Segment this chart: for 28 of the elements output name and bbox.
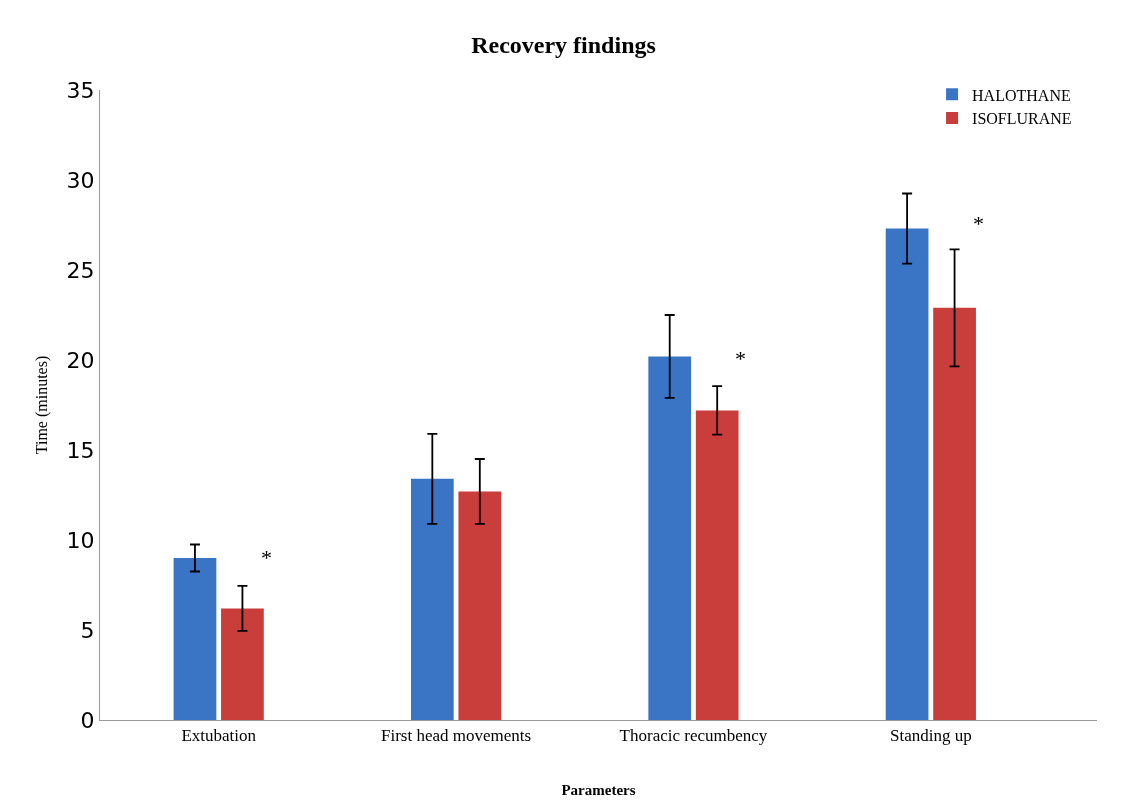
y-tick-label: 0 <box>80 707 95 733</box>
y-tick-label: 10 <box>66 527 95 553</box>
y-tick-label: 20 <box>66 347 95 373</box>
x-tick-label: Extubation <box>181 726 257 746</box>
legend-label: ISOFLURANE <box>972 110 1072 128</box>
x-axis-title: Parameters <box>561 782 636 799</box>
bar <box>695 410 739 720</box>
bar <box>173 558 217 720</box>
y-axis-title: Time (minutes) <box>33 355 52 455</box>
bar <box>458 491 502 720</box>
y-tick-label: 25 <box>66 257 95 283</box>
bar <box>221 608 264 720</box>
annotation: * <box>261 545 272 570</box>
y-tick-label: 15 <box>66 437 95 463</box>
y-tick-label: 30 <box>66 167 95 193</box>
y-tick-label: 35 <box>66 77 95 103</box>
bar <box>885 228 929 720</box>
legend-label: HALOTHANE <box>972 86 1071 104</box>
bar <box>410 478 454 720</box>
x-tick-label: First head movements <box>380 726 532 746</box>
bar <box>648 356 692 720</box>
annotation: * <box>735 346 746 371</box>
bar <box>933 307 976 720</box>
annotation: * <box>973 211 984 236</box>
y-tick-label: 5 <box>80 617 95 643</box>
x-tick-label: Thoracic recumbency <box>619 726 768 746</box>
chart-title: Recovery findings <box>471 32 656 59</box>
x-tick-label: Standing up <box>889 726 972 746</box>
